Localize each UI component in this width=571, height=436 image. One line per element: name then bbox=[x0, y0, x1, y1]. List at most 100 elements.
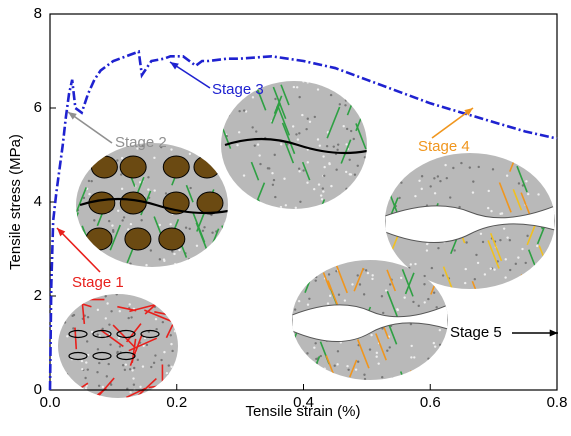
stage-arrow bbox=[67, 111, 113, 144]
speckle bbox=[432, 341, 436, 345]
fibre bbox=[280, 84, 290, 106]
speckle bbox=[315, 357, 318, 361]
speckle bbox=[429, 185, 432, 188]
speckle bbox=[109, 383, 113, 386]
speckle bbox=[344, 104, 347, 107]
speckle bbox=[551, 264, 555, 267]
speckle bbox=[432, 156, 435, 160]
speckle bbox=[409, 263, 412, 266]
speckle bbox=[117, 336, 121, 340]
speckle bbox=[96, 333, 99, 336]
speckle bbox=[359, 106, 363, 109]
aggregate bbox=[119, 191, 147, 215]
speckle bbox=[188, 227, 191, 230]
speckle bbox=[69, 301, 73, 305]
speckle bbox=[154, 317, 158, 321]
speckle bbox=[314, 279, 317, 282]
speckle bbox=[356, 274, 359, 277]
speckle bbox=[88, 192, 91, 196]
stage-arrow bbox=[431, 107, 474, 139]
stage-arrowhead bbox=[170, 62, 179, 70]
fibre bbox=[117, 305, 137, 312]
speckle bbox=[272, 178, 276, 182]
speckle bbox=[158, 223, 162, 227]
speckle bbox=[89, 245, 93, 249]
fibre bbox=[281, 122, 296, 155]
speckle bbox=[308, 297, 311, 301]
speckle bbox=[363, 156, 367, 159]
speckle bbox=[108, 323, 111, 326]
fibre bbox=[218, 234, 228, 261]
speckle bbox=[110, 310, 113, 313]
speckle bbox=[536, 285, 539, 288]
speckle bbox=[294, 298, 297, 301]
speckle bbox=[129, 262, 132, 265]
speckle bbox=[481, 240, 485, 244]
speckle bbox=[76, 244, 80, 247]
speckle bbox=[312, 361, 315, 364]
speckle bbox=[306, 181, 309, 184]
x-tick-label: 0.6 bbox=[420, 394, 441, 411]
speckle bbox=[136, 358, 140, 362]
speckle bbox=[433, 345, 437, 348]
speckle bbox=[490, 209, 493, 213]
speckle bbox=[348, 97, 351, 101]
speckle bbox=[154, 354, 157, 357]
speckle bbox=[240, 195, 244, 199]
speckle bbox=[382, 311, 385, 315]
speckle bbox=[102, 146, 105, 150]
speckle bbox=[302, 273, 306, 276]
speckle bbox=[319, 194, 323, 197]
speckle bbox=[344, 170, 348, 174]
speckle bbox=[471, 191, 475, 194]
speckle bbox=[324, 261, 327, 264]
speckle bbox=[215, 143, 219, 146]
speckle bbox=[298, 95, 301, 99]
speckle bbox=[356, 360, 360, 363]
speckle bbox=[117, 209, 120, 212]
aggregate bbox=[90, 155, 118, 179]
fibre bbox=[76, 169, 79, 194]
speckle bbox=[115, 294, 118, 296]
fibre bbox=[109, 224, 121, 251]
speckle bbox=[352, 137, 355, 141]
speckle bbox=[178, 248, 181, 252]
speckle bbox=[413, 356, 416, 359]
speckle bbox=[347, 96, 350, 100]
speckle bbox=[222, 108, 226, 112]
speckle bbox=[345, 187, 348, 191]
fibre bbox=[443, 344, 448, 365]
x-tick-label: 0.8 bbox=[547, 394, 568, 411]
speckle bbox=[59, 323, 63, 327]
speckle bbox=[79, 246, 82, 249]
speckle bbox=[167, 373, 171, 377]
speckle bbox=[116, 159, 119, 162]
speckle bbox=[223, 222, 227, 225]
speckle bbox=[142, 344, 145, 348]
fibre bbox=[271, 102, 281, 124]
aggregate bbox=[124, 227, 152, 251]
speckle bbox=[437, 366, 441, 369]
x-tick-label: 0.2 bbox=[166, 394, 187, 411]
speckle bbox=[546, 266, 550, 269]
speckle bbox=[526, 234, 529, 238]
stress-strain-curve bbox=[48, 49, 558, 391]
speckle bbox=[402, 173, 406, 176]
speckle bbox=[112, 230, 115, 233]
speckle bbox=[358, 190, 362, 193]
speckle bbox=[86, 315, 90, 319]
speckle bbox=[475, 253, 478, 257]
speckle bbox=[295, 86, 299, 89]
aggregate bbox=[193, 155, 221, 179]
speckle bbox=[120, 173, 123, 176]
speckle bbox=[253, 144, 257, 147]
fibre bbox=[100, 329, 124, 348]
aggregate bbox=[162, 155, 190, 179]
speckle bbox=[296, 288, 300, 291]
speckle bbox=[420, 371, 423, 374]
speckle bbox=[153, 156, 156, 160]
fibre bbox=[356, 339, 370, 369]
speckle bbox=[338, 103, 342, 106]
speckle bbox=[129, 391, 132, 394]
speckle bbox=[243, 109, 246, 112]
